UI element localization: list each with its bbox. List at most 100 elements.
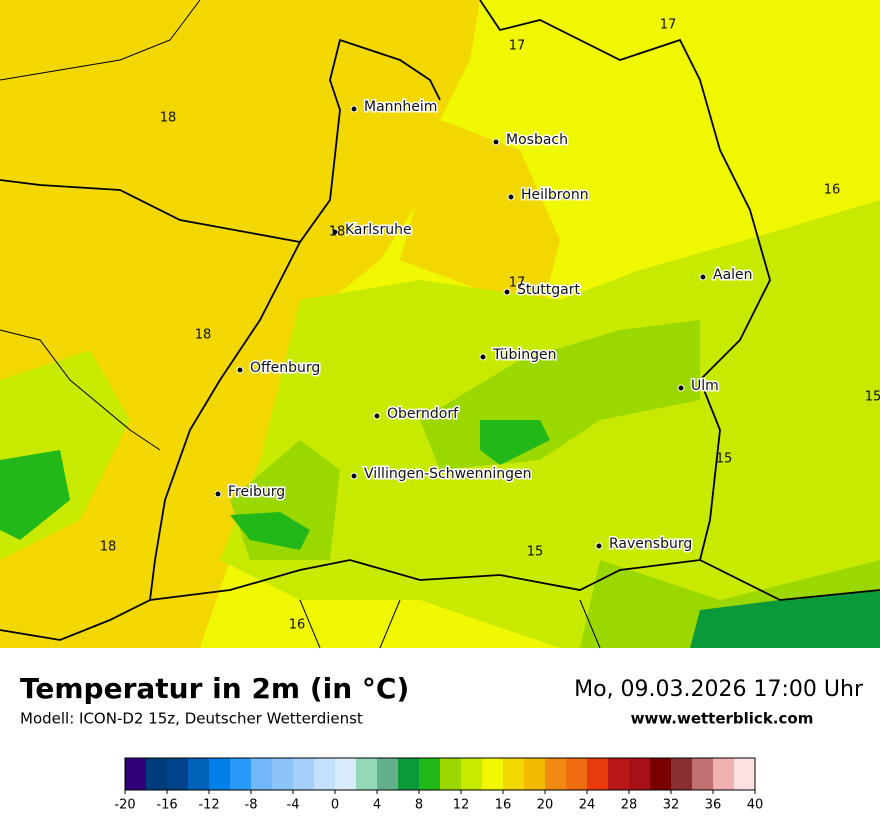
warm-area <box>0 0 480 648</box>
colorbar-tick-label: 28 <box>621 798 638 813</box>
city-dot <box>350 472 358 480</box>
district-border <box>299 599 601 649</box>
city-label: Mosbach <box>506 132 568 148</box>
colorbar-swatch <box>608 758 630 790</box>
city-label: Ravensburg <box>609 536 692 552</box>
colorbar-swatch <box>167 758 189 790</box>
colorbar-swatch <box>272 758 294 790</box>
colorbar-swatch <box>734 758 756 790</box>
cold-spot <box>230 512 310 550</box>
colorbar-swatch <box>398 758 420 790</box>
colorbar-tick-label: -20 <box>114 798 135 813</box>
colorbar-swatch <box>209 758 231 790</box>
colorbar-swatch <box>503 758 525 790</box>
colorbar-swatch <box>419 758 441 790</box>
colorbar-swatch <box>671 758 693 790</box>
contour-label: 18 <box>100 540 117 555</box>
contour-label: 18 <box>160 111 177 126</box>
colorbar-swatch <box>314 758 336 790</box>
map-date: Mo, 09.03.2026 17:00 Uhr <box>574 677 864 702</box>
country-border <box>0 241 301 641</box>
city-dot <box>503 288 511 296</box>
colorbar-swatch <box>230 758 252 790</box>
state-border <box>479 0 771 561</box>
colorbar-swatch <box>251 758 273 790</box>
colorbar-tick-label: 24 <box>579 798 596 813</box>
cold-spot <box>0 450 70 540</box>
city-dot <box>595 542 603 550</box>
colorbar-tick-label: 36 <box>705 798 722 813</box>
colorbar-swatch <box>587 758 609 790</box>
colorbar-swatch <box>713 758 735 790</box>
contour-label: 17 <box>660 18 677 33</box>
colorbar-tick-label: -16 <box>156 798 177 813</box>
city-dot <box>214 490 222 498</box>
colorbar-frame <box>124 757 756 791</box>
colorbar-swatch <box>650 758 672 790</box>
contour-label: 15 <box>865 390 880 405</box>
colorbar-tick-label: -12 <box>198 798 219 813</box>
city-dot <box>492 138 500 146</box>
colorbar-tick-label: 16 <box>495 798 512 813</box>
colorbar-swatch <box>692 758 714 790</box>
city-label: Stuttgart <box>517 282 580 298</box>
contour-label: 15 <box>527 545 544 560</box>
map <box>0 0 880 649</box>
city-label: Aalen <box>713 267 753 283</box>
city-label: Oberndorf <box>387 406 459 422</box>
city-dot <box>350 105 358 113</box>
contour-label: 16 <box>289 618 306 633</box>
city-dot <box>331 228 339 236</box>
state-border <box>0 38 441 243</box>
contour-label: 15 <box>716 452 733 467</box>
cold-spot <box>690 590 880 648</box>
country-border <box>149 559 880 601</box>
cold-spot <box>480 420 550 465</box>
colorbar-swatch <box>545 758 567 790</box>
colorbar-tick-label: 8 <box>415 798 423 813</box>
city-dot <box>373 412 381 420</box>
contour-label: 17 <box>509 276 526 291</box>
colorbar-swatch <box>461 758 483 790</box>
contour-label: 18 <box>195 328 212 343</box>
colorbar: -20 -16 -12 -8 -4 0 4 8 12 16 20 24 28 32 36 40 <box>114 757 764 813</box>
city-label: Karlsruhe <box>345 222 412 238</box>
city-dot <box>507 193 515 201</box>
colorbar-swatch <box>188 758 210 790</box>
warm-area <box>400 120 560 320</box>
map-title: Temperatur in 2m (in °C) <box>20 672 409 705</box>
colorbar-swatch <box>293 758 315 790</box>
city-dot <box>699 273 707 281</box>
colorbar-tick-label: -8 <box>245 798 258 813</box>
city-dot <box>479 353 487 361</box>
colorbar-swatch <box>356 758 378 790</box>
map-labels: Mannheim Mosbach Heilbronn Karlsruhe Aalen St… <box>100 18 880 633</box>
district-border <box>0 0 201 81</box>
city-label: Tübingen <box>492 347 557 363</box>
city-label: Ulm <box>691 378 719 394</box>
city-label: Villingen-Schwenningen <box>364 466 532 482</box>
contour-label: 16 <box>824 183 841 198</box>
colorbar-swatch <box>482 758 504 790</box>
colorbar-tick-label: 12 <box>453 798 470 813</box>
colorbar-tick-label: 40 <box>747 798 764 813</box>
colorbar-swatch <box>566 758 588 790</box>
city-dot <box>236 366 244 374</box>
colorbar-swatch <box>377 758 399 790</box>
colorbar-tick-label: 32 <box>663 798 680 813</box>
colorbar-tick-label: -4 <box>287 798 300 813</box>
colorbar-swatch <box>335 758 357 790</box>
colorbar-tick-label: 4 <box>373 798 381 813</box>
contour-label: 18 <box>329 225 346 240</box>
city-dot <box>677 384 685 392</box>
district-border <box>0 329 161 451</box>
colorbar-swatch <box>524 758 546 790</box>
city-label: Mannheim <box>364 99 437 115</box>
colorbar-swatch <box>440 758 462 790</box>
colorbar-swatch <box>629 758 651 790</box>
colorbar-swatch <box>125 758 147 790</box>
colorbar-tick-label: 0 <box>331 798 339 813</box>
contour-label: 17 <box>509 39 526 54</box>
city-label: Freiburg <box>228 484 285 500</box>
